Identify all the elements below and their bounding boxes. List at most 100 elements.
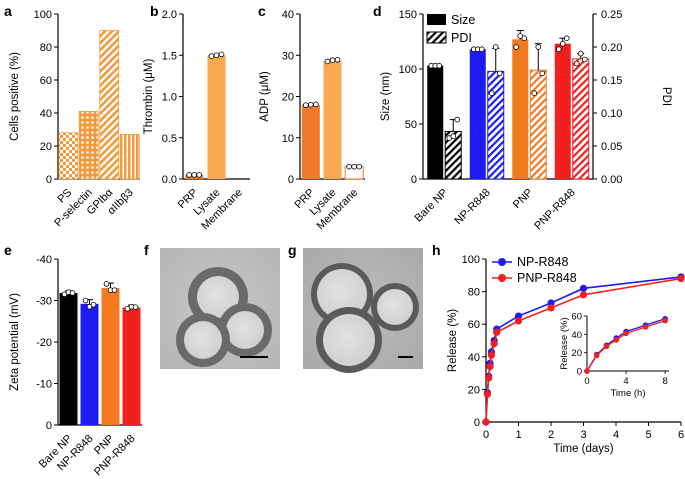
- data-point: [191, 172, 197, 178]
- x-tick-label: 2: [548, 429, 554, 441]
- y-tick-label: 60: [468, 319, 480, 331]
- data-point: [559, 40, 566, 47]
- x-tick-label: 5: [645, 429, 651, 441]
- inset-y-tick-label: 20: [571, 348, 582, 359]
- series-point: [485, 374, 493, 382]
- data-point: [531, 90, 538, 96]
- panel-label-h: h: [432, 242, 441, 258]
- y-tick-label: 0: [288, 174, 294, 186]
- y-tick-label: 40: [468, 352, 480, 364]
- y-right-tick-label: 0.10: [601, 108, 622, 120]
- data-point: [573, 60, 580, 67]
- series-point: [579, 284, 588, 292]
- y-tick-label: 0: [474, 417, 480, 429]
- inset-x-tick-label: 4: [623, 376, 628, 387]
- y-tick-label: 1.5: [162, 50, 177, 62]
- y-right-tick-label: 0.05: [601, 141, 622, 153]
- y-tick-label: -40: [36, 254, 52, 266]
- inset-series-point: [593, 352, 600, 359]
- y-right-tick-label: 0.15: [601, 75, 622, 87]
- panel-label-a: a: [4, 3, 12, 19]
- inset-x-tick-label: 0: [584, 376, 589, 387]
- chart-d: 0 50 100 150 Size (nm) 0.00 0.05 0.10 0.15 0.20 0.…: [380, 9, 672, 232]
- series-point: [493, 328, 501, 336]
- legend-marker: [498, 274, 506, 282]
- y-tick-label: 0: [46, 174, 52, 186]
- panel-label-e: e: [4, 242, 12, 258]
- bar-pdi: [487, 70, 505, 180]
- bar: [99, 30, 120, 180]
- data-point: [313, 101, 319, 108]
- data-point: [488, 90, 495, 96]
- y-tick-label: 20: [468, 384, 480, 396]
- data-point: [324, 58, 331, 65]
- series-line: [485, 277, 682, 423]
- data-point: [69, 290, 76, 296]
- data-point: [496, 70, 503, 77]
- y-tick-label: 60: [40, 75, 52, 87]
- legend-label-size: Size: [451, 13, 475, 27]
- y-tick-label: 20: [282, 92, 294, 104]
- y-tick-label: 1.0: [162, 92, 177, 104]
- y-tick-label: -30: [36, 296, 52, 308]
- data-point: [132, 304, 139, 310]
- data-point: [186, 172, 192, 178]
- panel-label-f: f: [144, 242, 149, 258]
- legend-label-pdi: PDI: [451, 31, 472, 45]
- series-point: [514, 317, 523, 325]
- x-tick-label: 4: [613, 429, 619, 441]
- legend-marker: [498, 258, 506, 266]
- x-tick-label: 3: [580, 429, 586, 441]
- y-tick-label: -20: [36, 337, 52, 349]
- y-axis-label: Cells positive (%): [9, 52, 21, 141]
- bar-size: [469, 49, 486, 180]
- series-point: [579, 291, 588, 299]
- y-tick-label: 2.0: [162, 9, 177, 21]
- inset-y-axis-label: Release (%): [559, 317, 570, 369]
- legend-label: PNP-R848: [517, 271, 577, 285]
- bar: [301, 104, 320, 179]
- vesicle-core: [317, 269, 367, 319]
- inset-series-point: [603, 343, 610, 350]
- vesicle-core: [323, 314, 375, 366]
- y-tick-label: 30: [282, 50, 294, 62]
- bar: [80, 303, 99, 425]
- bar: [122, 307, 141, 425]
- bar: [58, 132, 79, 180]
- y-tick-label: 40: [282, 9, 294, 21]
- y-tick-label: 100: [34, 9, 52, 21]
- panel-label-b: b: [150, 3, 159, 19]
- y-right-tick-label: 0.00: [601, 174, 622, 186]
- inset-y-tick-label: 40: [571, 330, 582, 341]
- x-axis-label: Time (days): [553, 443, 613, 455]
- data-point: [356, 163, 362, 170]
- bar-size: [512, 39, 529, 179]
- y-tick-label: 80: [40, 42, 52, 54]
- series-point: [490, 340, 498, 348]
- bar: [207, 55, 226, 179]
- inset-series-line: [586, 319, 666, 372]
- y-axis-label: Size (nm): [380, 72, 392, 121]
- x-tick-label: 0: [483, 429, 489, 441]
- x-tick-label: 6: [678, 429, 684, 441]
- data-point: [213, 52, 220, 59]
- panel-label-g: g: [288, 242, 297, 258]
- y-tick-label: 50: [405, 119, 417, 131]
- inset-y-tick-label: 60: [571, 312, 582, 323]
- vesicle-core: [197, 276, 239, 318]
- series-line: [485, 276, 682, 423]
- data-point: [535, 44, 542, 50]
- legend-label: NP-R848: [517, 255, 568, 269]
- y-tick-label: 80: [468, 287, 480, 299]
- series-point: [487, 351, 496, 359]
- data-point: [111, 287, 118, 293]
- inset-series-point: [623, 330, 629, 337]
- y-tick-label: 150: [399, 9, 417, 21]
- y-axis-right-label: PDI: [660, 87, 672, 106]
- x-category-label: NP-R848: [452, 187, 492, 227]
- data-point: [329, 57, 336, 63]
- inset-series-point: [662, 317, 668, 324]
